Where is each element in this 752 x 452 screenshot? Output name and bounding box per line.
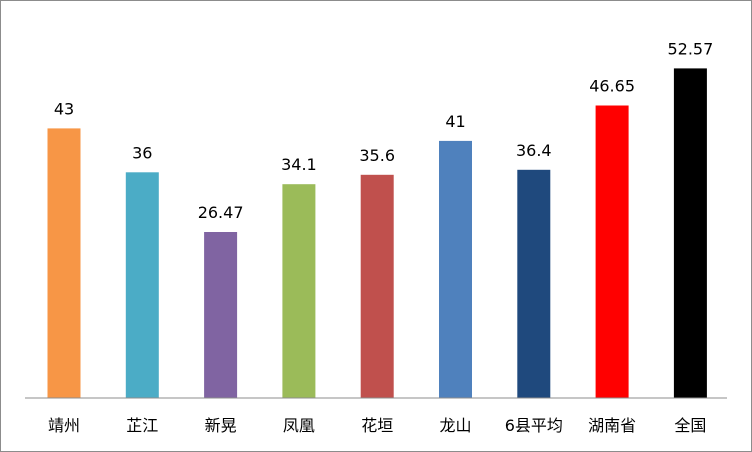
- value-label-2: 26.47: [198, 203, 244, 222]
- bar-2: [204, 232, 238, 398]
- value-label-6: 36.4: [516, 141, 552, 160]
- bar-8: [673, 68, 707, 399]
- bar-1: [125, 172, 159, 398]
- bar-6: [517, 169, 551, 398]
- value-label-3: 34.1: [281, 155, 317, 174]
- x-tick-label-2: 新晃: [205, 416, 237, 435]
- x-tick-label-3: 凤凰: [283, 416, 315, 435]
- bar-7: [595, 105, 629, 398]
- x-tick-label-4: 花垣: [361, 416, 393, 435]
- x-tick-label-5: 龙山: [439, 416, 471, 435]
- bar-4: [360, 174, 394, 398]
- value-label-7: 46.65: [589, 77, 635, 96]
- value-label-1: 36: [132, 143, 152, 162]
- bar-0: [47, 128, 81, 398]
- x-tick-label-1: 芷江: [126, 416, 158, 435]
- x-tick-label-6: 6县平均: [505, 416, 563, 435]
- value-label-8: 52.57: [667, 39, 713, 58]
- value-labels-group: 43 36 26.47 34.1 35.6 41 36.4 46.65 52.57: [54, 39, 713, 222]
- value-label-5: 41: [445, 112, 465, 131]
- bar-3: [282, 184, 316, 398]
- value-label-4: 35.6: [359, 146, 395, 165]
- bars-group: [47, 68, 707, 399]
- x-tick-label-8: 全国: [674, 416, 706, 435]
- value-label-0: 43: [54, 99, 74, 118]
- x-tick-labels-group: 靖州 芷江 新晃 凤凰 花垣 龙山 6县平均 湖南省 全国: [48, 416, 706, 435]
- x-tick-label-0: 靖州: [48, 416, 80, 435]
- bar-5: [439, 140, 472, 398]
- x-tick-label-7: 湖南省: [588, 416, 636, 435]
